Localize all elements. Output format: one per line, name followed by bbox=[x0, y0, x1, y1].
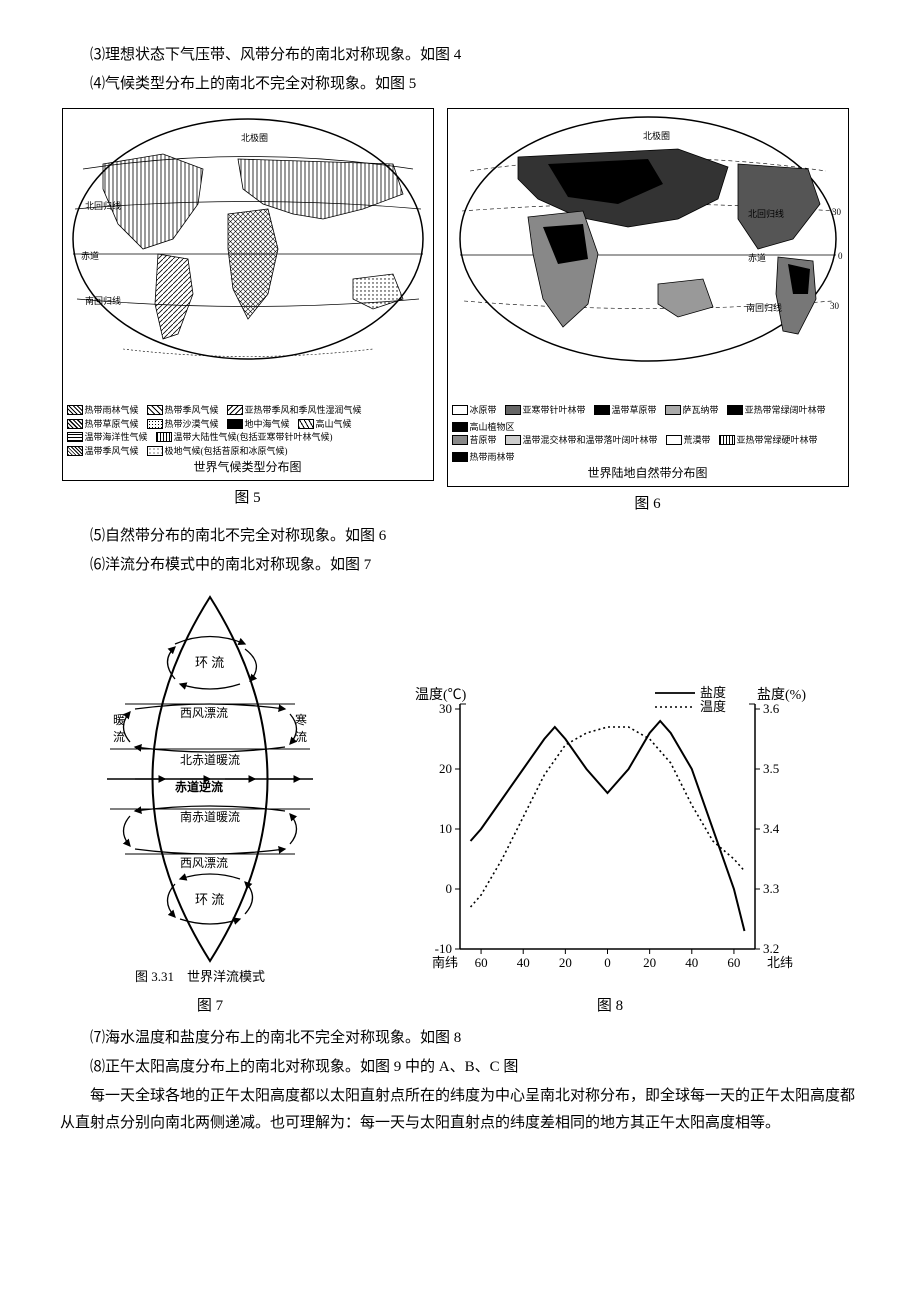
svg-text:南回归线: 南回归线 bbox=[746, 302, 782, 313]
svg-text:3.3: 3.3 bbox=[763, 881, 779, 896]
svg-text:盐度: 盐度 bbox=[700, 685, 726, 700]
figure-8: -10 0 10 20 30 3.2 3.3 3.4 3.5 3.6 60 40 20 0 20 40 60 南纬… bbox=[400, 679, 820, 1020]
svg-text:南纬: 南纬 bbox=[432, 955, 458, 970]
svg-text:30: 30 bbox=[832, 207, 842, 217]
svg-text:30: 30 bbox=[439, 701, 452, 716]
fig5-sub-caption: 世界气候类型分布图 bbox=[67, 459, 429, 476]
svg-text:赤道: 赤道 bbox=[748, 252, 766, 263]
fig5-map-svg: 北极圈 北回归线 赤道 南回归线 bbox=[63, 109, 433, 389]
closing-paragraph: 每一天全球各地的正午太阳高度都以太阳直射点所在的纬度为中心呈南北对称分布，即全球… bbox=[60, 1083, 860, 1137]
svg-text:20: 20 bbox=[559, 955, 572, 970]
svg-text:北回归线: 北回归线 bbox=[85, 200, 121, 211]
svg-text:20: 20 bbox=[439, 761, 452, 776]
fig5-legend: 热带雨林气候 热带季风气候 亚热带季风和季风性湿润气候 热带草原气候 热带沙漠气… bbox=[63, 399, 433, 480]
fig6-legend: 冰原带 亚寒带针叶林带 温带草原带 萨瓦纳带 亚热带常绿阔叶林带 高山植物区 苔… bbox=[448, 399, 848, 486]
figure-row-5-6: 北极圈 北回归线 赤道 南回归线 热带雨林气候 热带季风气候 亚热带季风和季风性… bbox=[60, 108, 860, 518]
svg-text:寒: 寒 bbox=[295, 712, 307, 727]
fig6-map-svg: 北极圈 北回归线 赤道 南回归线 30 0 30 bbox=[448, 109, 848, 389]
svg-text:赤道逆流: 赤道逆流 bbox=[175, 779, 223, 794]
svg-text:3.5: 3.5 bbox=[763, 761, 779, 776]
fig6-caption: 图 6 bbox=[634, 491, 660, 518]
svg-text:3.4: 3.4 bbox=[763, 821, 780, 836]
svg-text:北回归线: 北回归线 bbox=[748, 208, 784, 219]
svg-text:西风漂流: 西风漂流 bbox=[180, 856, 228, 870]
svg-text:60: 60 bbox=[727, 955, 740, 970]
svg-text:南回归线: 南回归线 bbox=[85, 295, 121, 306]
svg-text:图 3.31 世界洋流模式: 图 3.31 世界洋流模式 bbox=[135, 969, 265, 984]
svg-text:0: 0 bbox=[446, 881, 453, 896]
fig7-caption: 图 7 bbox=[197, 993, 223, 1020]
figure-6: 北极圈 北回归线 赤道 南回归线 30 0 30 冰原带 亚寒带针叶林带 温带草… bbox=[445, 108, 850, 518]
svg-text:温度: 温度 bbox=[700, 699, 726, 714]
item-7-text: ⑺海水温度和盐度分布上的南北不完全对称现象。如图 8 bbox=[60, 1025, 860, 1052]
svg-text:环 流: 环 流 bbox=[195, 655, 224, 670]
svg-text:赤道: 赤道 bbox=[81, 250, 99, 261]
svg-text:30: 30 bbox=[830, 301, 840, 311]
svg-text:温度(℃): 温度(℃) bbox=[415, 687, 467, 703]
svg-text:环 流: 环 流 bbox=[195, 892, 224, 907]
fig8-chart-svg: -10 0 10 20 30 3.2 3.3 3.4 3.5 3.6 60 40 20 0 20 40 60 南纬… bbox=[405, 679, 815, 989]
fig5-caption: 图 5 bbox=[234, 485, 260, 512]
svg-text:北纬: 北纬 bbox=[767, 955, 793, 970]
svg-text:北极圈: 北极圈 bbox=[643, 130, 670, 141]
svg-text:40: 40 bbox=[685, 955, 698, 970]
figure-5: 北极圈 北回归线 赤道 南回归线 热带雨林气候 热带季风气候 亚热带季风和季风性… bbox=[60, 108, 435, 512]
svg-text:20: 20 bbox=[643, 955, 656, 970]
svg-text:3.6: 3.6 bbox=[763, 701, 780, 716]
fig6-sub-caption: 世界陆地自然带分布图 bbox=[452, 465, 844, 482]
svg-text:-10: -10 bbox=[435, 941, 452, 956]
svg-text:暖: 暖 bbox=[113, 713, 125, 727]
fig8-caption: 图 8 bbox=[597, 993, 623, 1020]
svg-text:北赤道暖流: 北赤道暖流 bbox=[180, 753, 240, 767]
figure-row-7-8: 环 流 西风漂流 北赤道暖流 暖 流 寒 流 赤道逆流 南赤道暖流 西风漂流 bbox=[60, 589, 860, 1020]
svg-text:60: 60 bbox=[475, 955, 488, 970]
svg-text:40: 40 bbox=[517, 955, 530, 970]
item-6-text: ⑹洋流分布模式中的南北对称现象。如图 7 bbox=[60, 552, 860, 579]
svg-text:0: 0 bbox=[838, 251, 843, 261]
svg-text:南赤道暖流: 南赤道暖流 bbox=[180, 809, 240, 824]
fig7-svg: 环 流 西风漂流 北赤道暖流 暖 流 寒 流 赤道逆流 南赤道暖流 西风漂流 bbox=[65, 589, 355, 989]
svg-text:流: 流 bbox=[113, 730, 125, 744]
item-5-text: ⑸自然带分布的南北不完全对称现象。如图 6 bbox=[60, 523, 860, 550]
svg-text:10: 10 bbox=[439, 821, 452, 836]
item-3-text: ⑶理想状态下气压带、风带分布的南北对称现象。如图 4 bbox=[60, 42, 860, 69]
figure-7: 环 流 西风漂流 北赤道暖流 暖 流 寒 流 赤道逆流 南赤道暖流 西风漂流 bbox=[60, 589, 360, 1020]
svg-text:盐度(%): 盐度(%) bbox=[757, 687, 806, 703]
item-8-text: ⑻正午太阳高度分布上的南北对称现象。如图 9 中的 A、B、C 图 bbox=[60, 1054, 860, 1081]
svg-text:西风漂流: 西风漂流 bbox=[180, 706, 228, 720]
fig5-label-arctic: 北极圈 bbox=[241, 132, 268, 143]
svg-text:流: 流 bbox=[295, 730, 307, 744]
item-4-text: ⑷气候类型分布上的南北不完全对称现象。如图 5 bbox=[60, 71, 860, 98]
svg-text:3.2: 3.2 bbox=[763, 941, 779, 956]
svg-text:0: 0 bbox=[604, 955, 611, 970]
